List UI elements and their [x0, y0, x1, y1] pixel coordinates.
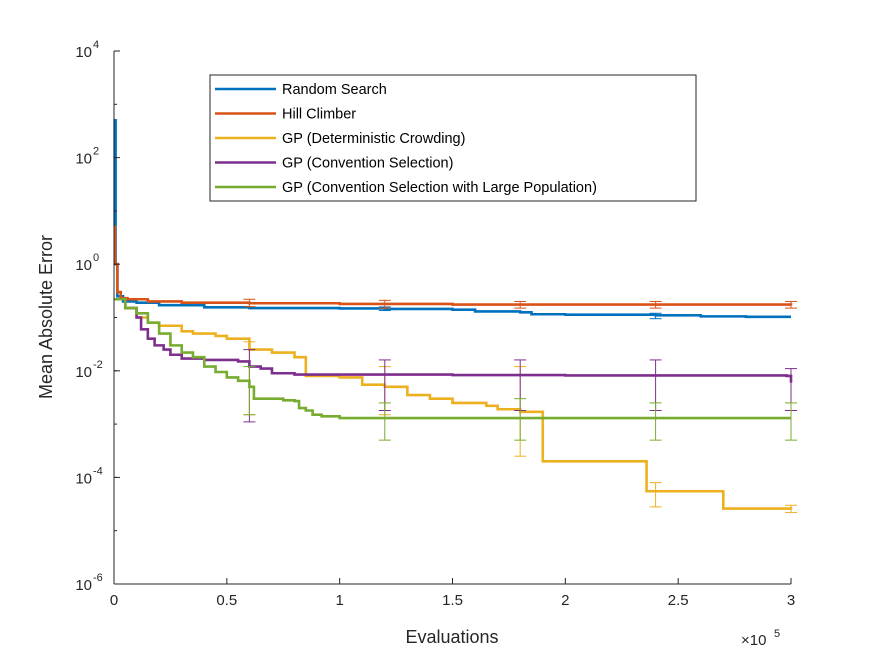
y-tick-base: 10	[75, 44, 92, 61]
legend-item-2: GP (Deterministic Crowding)	[215, 131, 465, 147]
y-tick-base: 10	[75, 364, 92, 381]
y-tick-label-3: 10 0	[75, 252, 99, 274]
error-bar-4-4	[785, 402, 797, 441]
series-line-3	[114, 297, 793, 383]
series-line-0	[113, 119, 791, 319]
y-tick-exponent: 0	[93, 252, 99, 264]
error-bar-0-1	[649, 312, 662, 320]
x-tick-label-4: 2	[561, 592, 569, 609]
legend-label: GP (Convention Selection)	[282, 156, 453, 172]
y-tick-exponent: 2	[93, 146, 99, 158]
y-tick-base: 10	[75, 577, 92, 594]
y-tick-exponent: 4	[93, 39, 99, 51]
error-bar-2-3	[649, 482, 662, 508]
y-tick-exponent: -2	[93, 359, 103, 371]
x-tick-label-5: 2.5	[668, 592, 689, 609]
legend-box	[209, 74, 697, 202]
legend-label: Random Search	[282, 82, 387, 98]
x-tick-label-1: 0.5	[216, 592, 237, 609]
series-line-2	[114, 297, 793, 510]
x-multiplier-base: ×10	[741, 632, 766, 649]
y-tick-label-5: 10 4	[75, 39, 99, 61]
y-tick-base: 10	[75, 257, 92, 274]
legend-label: GP (Deterministic Crowding)	[282, 131, 465, 147]
y-axis-label: Mean Absolute Error	[36, 235, 56, 399]
y-tick-label-1: 10 -4	[75, 465, 102, 487]
y-tick-label-0: 10 -6	[75, 572, 102, 594]
y-tick-label-2: 10 -2	[75, 359, 102, 381]
error-bar-4-0	[243, 366, 256, 416]
x-axis-label: Evaluations	[405, 627, 498, 647]
legend: Random Search Hill Climber GP (Determinist…	[209, 74, 697, 202]
error-bar-4-2	[514, 398, 527, 441]
x-tick-label-6: 3	[787, 592, 795, 609]
error-bar-1-4	[785, 300, 797, 309]
legend-item-0: Random Search	[215, 82, 387, 98]
error-bar-4-1	[378, 402, 391, 441]
series-1	[113, 225, 797, 309]
legend-item-3: GP (Convention Selection)	[215, 156, 453, 172]
error-bar-1-3	[649, 300, 662, 309]
error-bar-1-0	[243, 298, 256, 308]
series-4	[114, 297, 797, 441]
y-tick-exponent: -4	[93, 465, 103, 477]
y-tick-base: 10	[75, 151, 92, 168]
series-layer	[113, 119, 797, 513]
y-tick-base: 10	[75, 470, 92, 487]
legend-item-1: Hill Climber	[215, 107, 356, 123]
error-bar-2-4	[785, 504, 797, 513]
x-tick-label-0: 0	[110, 592, 118, 609]
legend-label: Hill Climber	[282, 107, 356, 123]
error-bar-1-2	[514, 300, 527, 309]
y-tick-label-4: 10 2	[75, 146, 99, 168]
series-line-4	[114, 297, 791, 420]
series-line-1	[113, 225, 793, 306]
legend-item-4: GP (Convention Selection with Large Popu…	[215, 180, 597, 196]
x-tick-label-3: 1.5	[442, 592, 463, 609]
y-tick-exponent: -6	[93, 572, 103, 584]
legend-label: GP (Convention Selection with Large Popu…	[282, 180, 597, 196]
x-multiplier: ×10 5	[741, 628, 780, 649]
series-0	[113, 119, 791, 320]
error-bar-1-1	[378, 299, 391, 309]
error-bar-4-3	[649, 402, 662, 441]
x-multiplier-exponent: 5	[774, 628, 780, 640]
x-tick-label-2: 1	[335, 592, 343, 609]
